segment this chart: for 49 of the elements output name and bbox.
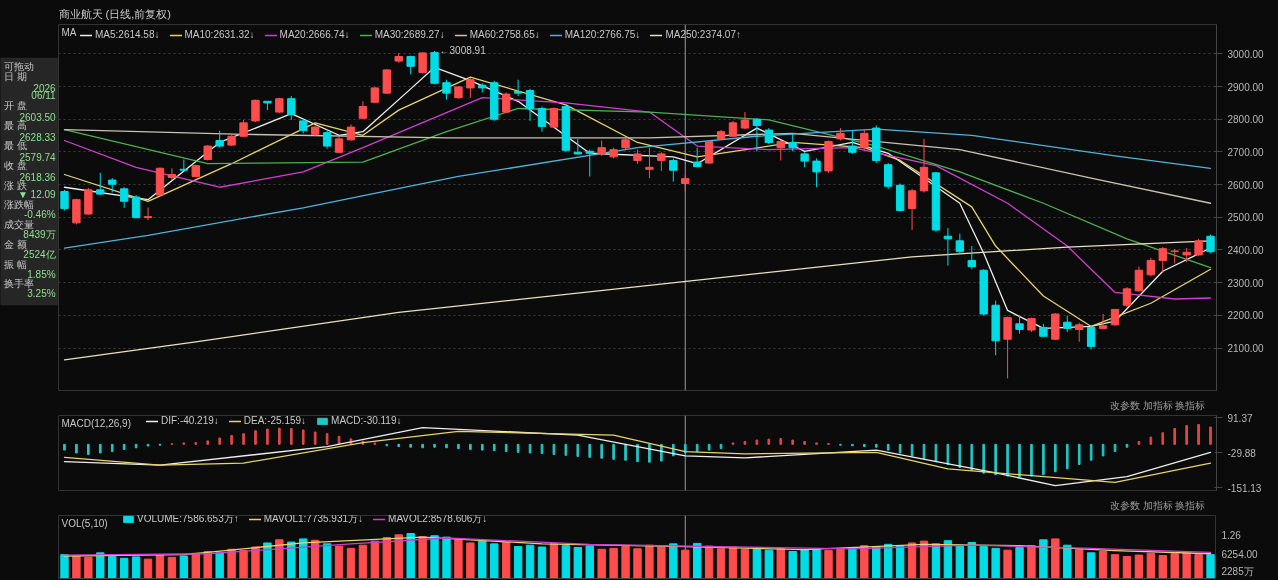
text: 涨跌幅 xyxy=(3,199,34,211)
y-tick-label: 3000.00 xyxy=(1227,48,1265,60)
text: 金 额 xyxy=(3,238,27,250)
y-tick-label: 2500.00 xyxy=(1227,212,1265,224)
y-tick-label: 2800.00 xyxy=(1227,114,1265,126)
legend-title: MA xyxy=(61,26,77,38)
text: 改参数 加指标 换指标 xyxy=(1109,399,1206,411)
text: 1.26 xyxy=(1221,530,1242,542)
y-tick-label: 2200.00 xyxy=(1227,310,1265,322)
legend-title: VOL(5,10) xyxy=(61,517,108,529)
legend-label: MACD:-30.119↓ xyxy=(331,415,402,426)
legend-label: MAVOL1:7735.931万↓ xyxy=(263,514,364,526)
annotation: ←3008.91 xyxy=(439,45,487,57)
legend-label: DIF:-40.219↓ xyxy=(161,415,219,426)
legend-label: VOLUME:7586.653万↑ xyxy=(137,514,239,526)
legend-label: MA30:2689.27↓ xyxy=(374,29,445,40)
y-tick-label: 2100.00 xyxy=(1227,343,1265,355)
text: 改参数 加指标 换指标 xyxy=(1109,499,1206,511)
text: 8439万 xyxy=(23,228,56,240)
text: 1.85% xyxy=(27,268,56,280)
legend-label: MA60:2758.65↓ xyxy=(469,29,540,40)
legend-label: DEA:-25.159↓ xyxy=(243,415,307,426)
y-tick-label: 2400.00 xyxy=(1227,244,1265,256)
chart-title: 商业航天 (日线,前复权) xyxy=(58,7,171,20)
text: ▼ 12.09 xyxy=(17,189,57,201)
legend-label: MAVOL2:8578.606万↓ xyxy=(388,514,488,526)
text: 6254.00 xyxy=(1221,548,1259,560)
legend-label: MA20:2666.74↓ xyxy=(279,29,350,40)
legend-title: MACD(12,26,9) xyxy=(61,417,131,429)
y-tick-label: -29.88 xyxy=(1227,447,1257,459)
text: 开 盘 xyxy=(3,100,27,112)
y-tick-label: 2600.00 xyxy=(1227,179,1265,191)
y-tick-label: 91.37 xyxy=(1227,412,1253,424)
text: 2285万 xyxy=(1221,565,1254,577)
text: -0.46% xyxy=(23,209,56,221)
text: 振 幅 xyxy=(3,258,27,270)
text: 换手率 xyxy=(3,278,34,290)
text: 2524亿 xyxy=(23,248,56,260)
text: 成交量 xyxy=(3,219,34,231)
y-tick-label: 2300.00 xyxy=(1227,277,1265,289)
text: 3.25% xyxy=(27,288,56,300)
legend-label: MA10:2631.32↓ xyxy=(184,29,255,40)
legend-label: MA120:2766.75↓ xyxy=(564,29,641,40)
legend-label: MA250:2374.07↑ xyxy=(665,29,741,40)
y-tick-label: 2700.00 xyxy=(1227,146,1265,158)
text: 可拖动 xyxy=(3,60,34,72)
y-tick-label: 2900.00 xyxy=(1227,81,1265,93)
y-tick-label: -151.13 xyxy=(1227,482,1262,494)
legend-label: MA5:2614.58↓ xyxy=(95,29,160,40)
